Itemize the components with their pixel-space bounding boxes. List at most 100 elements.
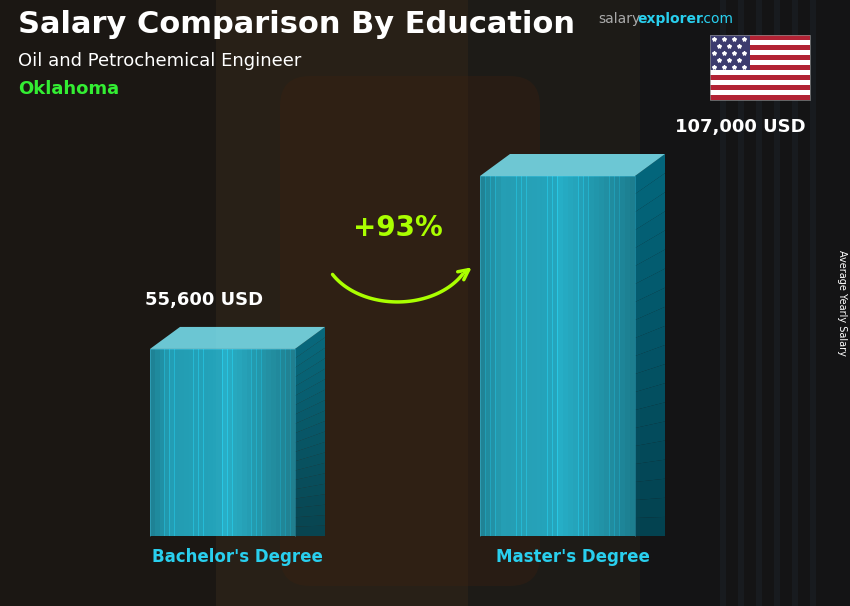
- Bar: [172, 0, 176, 606]
- Bar: [552, 176, 558, 536]
- Bar: [578, 176, 584, 536]
- Polygon shape: [295, 327, 325, 358]
- Bar: [436, 0, 440, 606]
- Bar: [336, 0, 340, 606]
- Bar: [736, 0, 740, 606]
- Bar: [261, 349, 267, 536]
- Bar: [792, 0, 796, 606]
- Bar: [583, 176, 589, 536]
- Text: +93%: +93%: [353, 214, 442, 242]
- Bar: [203, 349, 208, 536]
- Bar: [784, 0, 788, 606]
- Bar: [516, 176, 522, 536]
- Bar: [184, 349, 190, 536]
- Bar: [584, 0, 588, 606]
- Bar: [732, 0, 736, 606]
- Bar: [531, 176, 537, 536]
- Bar: [501, 176, 507, 536]
- Bar: [192, 0, 196, 606]
- Bar: [84, 0, 88, 606]
- Bar: [824, 0, 828, 606]
- Bar: [816, 0, 820, 606]
- Bar: [284, 0, 288, 606]
- Bar: [720, 0, 724, 606]
- Bar: [526, 176, 532, 536]
- Polygon shape: [635, 498, 665, 518]
- Polygon shape: [295, 442, 325, 461]
- Bar: [176, 0, 180, 606]
- Bar: [290, 349, 296, 536]
- Bar: [710, 55, 810, 60]
- Bar: [506, 176, 512, 536]
- Bar: [700, 0, 704, 606]
- Bar: [528, 0, 532, 606]
- Bar: [169, 349, 174, 536]
- Bar: [620, 176, 625, 536]
- FancyBboxPatch shape: [280, 76, 540, 586]
- Text: Master's Degree: Master's Degree: [496, 548, 649, 566]
- Bar: [480, 176, 485, 536]
- Bar: [660, 0, 664, 606]
- Bar: [212, 349, 218, 536]
- Polygon shape: [635, 441, 665, 464]
- Polygon shape: [635, 364, 665, 392]
- Bar: [724, 0, 728, 606]
- Bar: [812, 0, 816, 606]
- Bar: [266, 349, 271, 536]
- Bar: [592, 0, 596, 606]
- Bar: [764, 0, 768, 606]
- Bar: [416, 0, 420, 606]
- Bar: [560, 0, 564, 606]
- Polygon shape: [635, 402, 665, 428]
- Bar: [840, 0, 844, 606]
- Bar: [28, 0, 32, 606]
- Bar: [160, 349, 165, 536]
- Polygon shape: [480, 154, 665, 176]
- Bar: [48, 0, 52, 606]
- Polygon shape: [635, 230, 665, 266]
- Bar: [276, 0, 280, 606]
- Bar: [440, 0, 444, 606]
- Polygon shape: [295, 525, 325, 536]
- Bar: [558, 176, 564, 536]
- Bar: [768, 0, 772, 606]
- Text: Oil and Petrochemical Engineer: Oil and Petrochemical Engineer: [18, 52, 302, 70]
- Bar: [564, 0, 568, 606]
- Bar: [164, 0, 168, 606]
- Bar: [236, 0, 240, 606]
- Bar: [488, 0, 492, 606]
- Bar: [248, 0, 252, 606]
- Bar: [88, 0, 92, 606]
- Bar: [280, 349, 286, 536]
- Bar: [648, 0, 652, 606]
- Bar: [144, 0, 148, 606]
- Bar: [228, 0, 232, 606]
- Bar: [521, 176, 527, 536]
- Bar: [208, 349, 213, 536]
- Polygon shape: [635, 345, 665, 374]
- Polygon shape: [295, 431, 325, 452]
- Bar: [292, 0, 296, 606]
- Polygon shape: [295, 400, 325, 424]
- Polygon shape: [295, 358, 325, 387]
- Bar: [452, 0, 456, 606]
- Bar: [150, 349, 156, 536]
- Bar: [620, 0, 624, 606]
- Bar: [710, 80, 810, 85]
- Bar: [372, 0, 376, 606]
- Polygon shape: [295, 338, 325, 368]
- Bar: [165, 349, 170, 536]
- Bar: [496, 176, 501, 536]
- Bar: [625, 176, 631, 536]
- Bar: [710, 75, 810, 80]
- Bar: [588, 0, 592, 606]
- Text: Bachelor's Degree: Bachelor's Degree: [152, 548, 323, 566]
- Bar: [368, 0, 372, 606]
- Bar: [776, 0, 780, 606]
- Bar: [848, 0, 850, 606]
- Bar: [189, 349, 194, 536]
- Bar: [600, 0, 604, 606]
- Bar: [160, 0, 164, 606]
- Bar: [100, 0, 104, 606]
- Bar: [179, 349, 184, 536]
